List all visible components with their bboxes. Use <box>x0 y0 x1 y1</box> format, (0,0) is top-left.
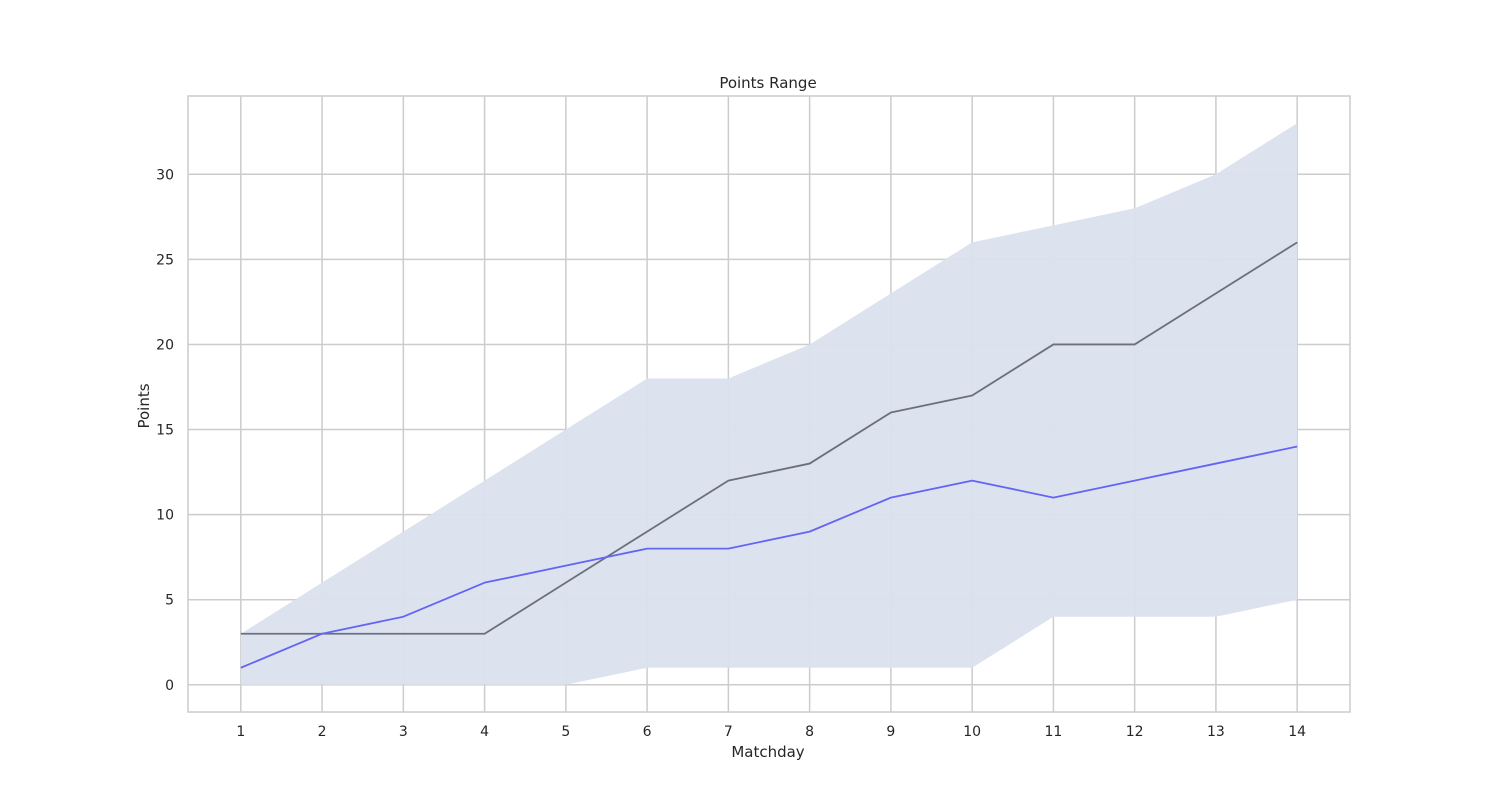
range-band <box>240 123 1298 685</box>
y-tick-label: 15 <box>156 423 174 439</box>
x-tick-label: 10 <box>963 724 981 740</box>
x-tick-label: 13 <box>1207 724 1225 740</box>
x-tick-label: 12 <box>1126 724 1144 740</box>
y-axis-label: Points <box>135 383 153 428</box>
x-tick-label: 11 <box>1044 724 1062 740</box>
y-tick-labels: 0 5 10 15 20 25 30 <box>156 167 174 693</box>
x-tick-label: 5 <box>561 724 570 740</box>
x-tick-label: 7 <box>724 724 733 740</box>
series-line-2 <box>240 445 1298 669</box>
x-tick-label: 8 <box>805 724 814 740</box>
x-tick-label: 1 <box>236 724 245 740</box>
x-tick-labels: 1 2 3 4 5 6 7 8 9 10 11 12 13 14 <box>236 724 1306 740</box>
chart-title: Points Range <box>719 74 816 92</box>
x-tick-label: 3 <box>399 724 408 740</box>
plot-frame <box>187 95 1351 713</box>
x-tick-label: 6 <box>643 724 652 740</box>
series-lines <box>240 241 1298 669</box>
x-tick-label: 2 <box>318 724 327 740</box>
y-tick-label: 25 <box>156 252 174 268</box>
x-axis-label: Matchday <box>731 743 804 761</box>
range-band-area <box>240 123 1298 685</box>
y-tick-label: 5 <box>165 593 174 609</box>
x-tick-label: 9 <box>886 724 895 740</box>
series-line-1 <box>240 241 1298 635</box>
x-tick-label: 14 <box>1288 724 1306 740</box>
y-tick-label: 20 <box>156 337 174 353</box>
x-tick-label: 4 <box>480 724 489 740</box>
y-tick-label: 0 <box>165 678 174 694</box>
y-tick-label: 10 <box>156 508 174 524</box>
y-tick-label: 30 <box>156 167 174 183</box>
